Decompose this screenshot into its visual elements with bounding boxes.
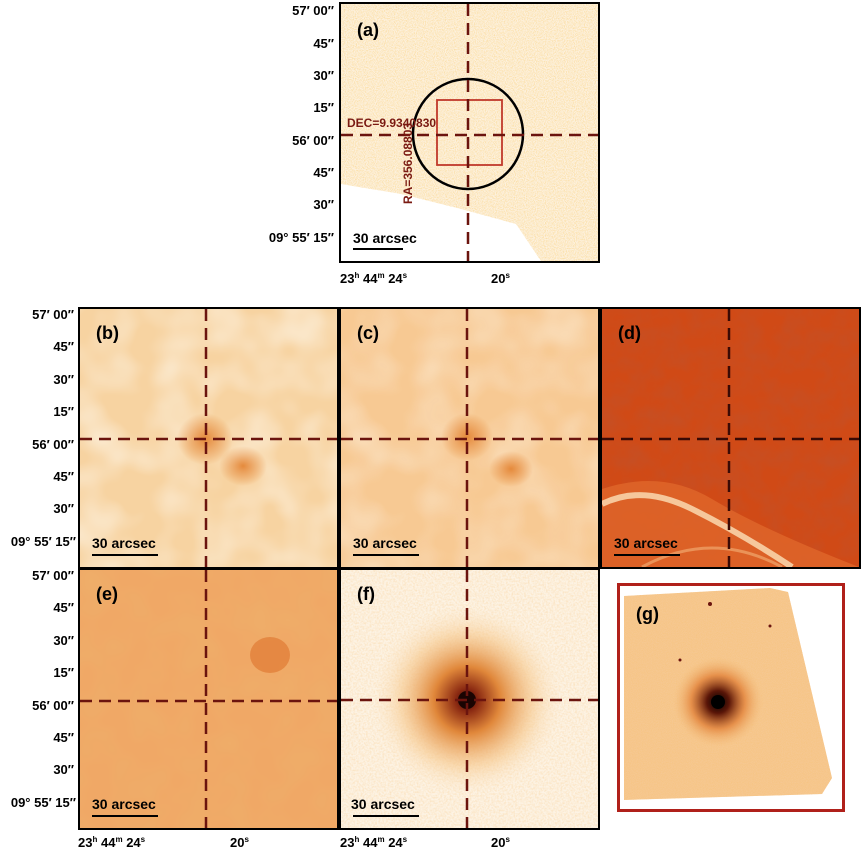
panel-b-image <box>80 309 337 567</box>
ytick: 45″ <box>53 339 74 354</box>
ra-annotation: RA=356.08803 <box>401 122 415 204</box>
xtick-ra-major: 23h 44m 24s <box>340 271 408 286</box>
ytick: 30″ <box>53 372 74 387</box>
ytick: 56′ 00″ <box>32 437 74 452</box>
ytick: 45″ <box>53 469 74 484</box>
panel-f-image <box>341 570 598 828</box>
panel-a-scale: 30 arcsec <box>353 230 417 246</box>
ytick: 45″ <box>313 36 334 51</box>
panel-c-scale: 30 arcsec <box>353 535 417 551</box>
ytick: 30″ <box>313 197 334 212</box>
panel-d: (d) 30 arcsec <box>600 307 861 569</box>
ytick: 15″ <box>53 404 74 419</box>
panel-d-image <box>602 309 859 567</box>
panel-a: (a) DEC=9.9340830 RA=356.08803 30 arcsec <box>339 2 600 263</box>
panel-c-label: (c) <box>357 323 379 343</box>
ytick: 57′ 00″ <box>32 307 74 322</box>
ytick: 45″ <box>53 730 74 745</box>
ytick: 57′ 00″ <box>32 568 74 583</box>
ytick: 30″ <box>53 501 74 516</box>
ytick: 56′ 00″ <box>32 698 74 713</box>
ytick: 45″ <box>313 165 334 180</box>
panel-f-scale: 30 arcsec <box>351 796 415 812</box>
panel-b-scale: 30 arcsec <box>92 535 156 551</box>
ytick: 45″ <box>53 600 74 615</box>
xtick-ra-minor: 20s <box>491 271 510 286</box>
ytick: 15″ <box>53 665 74 680</box>
panel-g-image <box>624 588 832 800</box>
ytick: 30″ <box>53 762 74 777</box>
panel-d-scale: 30 arcsec <box>614 535 678 551</box>
ytick: 57′ 00″ <box>292 3 334 18</box>
ytick: 15″ <box>313 100 334 115</box>
panel-d-label: (d) <box>618 323 641 343</box>
panel-c: (c) 30 arcsec <box>339 307 600 569</box>
panel-f-label: (f) <box>357 584 375 604</box>
xtick-ra-major: 23h 44m 24s <box>340 835 408 850</box>
panel-g-label: (g) <box>636 604 659 624</box>
panel-b: (b) 30 arcsec <box>78 307 339 569</box>
panel-e-scale: 30 arcsec <box>92 796 156 812</box>
ytick: 09° 55′ 15″ <box>10 795 76 810</box>
ytick: 30″ <box>53 633 74 648</box>
panel-e-image <box>80 570 337 828</box>
panel-f: (f) 30 arcsec <box>339 568 600 830</box>
panel-a-image <box>341 4 598 261</box>
panel-g: (g) <box>617 583 845 812</box>
ytick: 09° 55′ 15″ <box>10 534 76 549</box>
xtick-ra-minor: 20s <box>491 835 510 850</box>
panel-a-label: (a) <box>357 20 379 40</box>
ytick: 09° 55′ 15″ <box>268 230 334 245</box>
dec-annotation: DEC=9.9340830 <box>347 116 437 130</box>
panel-e-label: (e) <box>96 584 118 604</box>
panel-b-label: (b) <box>96 323 119 343</box>
ytick: 56′ 00″ <box>292 133 334 148</box>
xtick-ra-minor: 20s <box>230 835 249 850</box>
panel-e: (e) 30 arcsec <box>78 568 339 830</box>
ytick: 30″ <box>313 68 334 83</box>
xtick-ra-major: 23h 44m 24s <box>78 835 146 850</box>
panel-c-image <box>341 309 598 567</box>
